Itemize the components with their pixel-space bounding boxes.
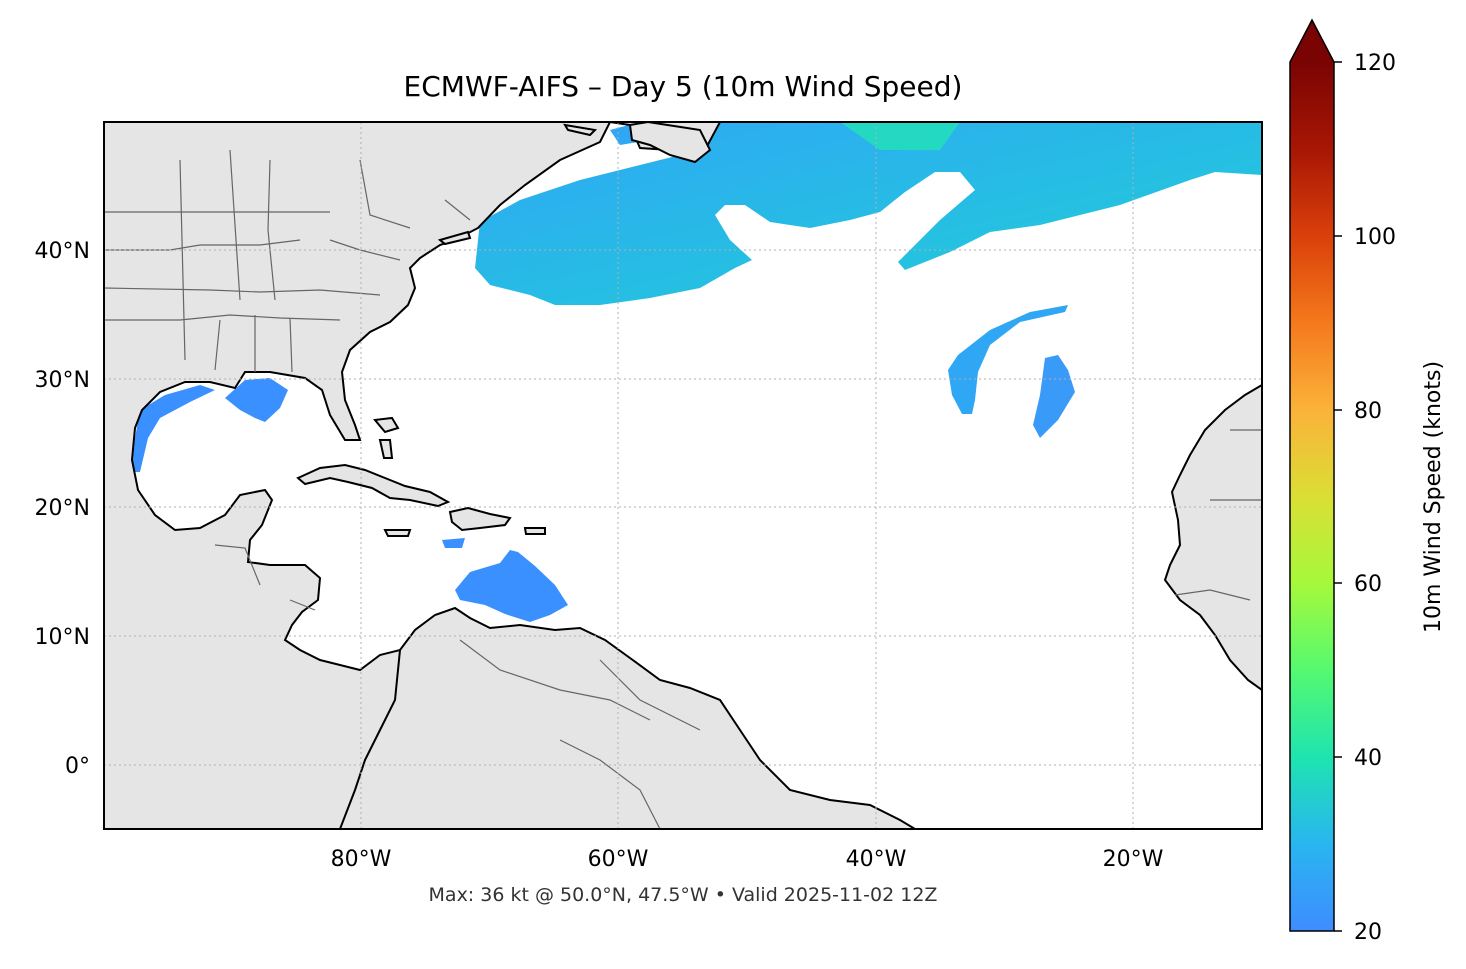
lon-tick-labels: 80°W 60°W 40°W 20°W <box>331 847 1164 872</box>
wind-shading <box>132 122 1262 622</box>
land <box>104 122 1262 829</box>
lat-label-30n: 30°N <box>35 368 90 393</box>
lat-label-10n: 10°N <box>35 625 90 650</box>
map-subtitle: Max: 36 kt @ 50.0°N, 47.5°W • Valid 2025… <box>428 884 938 906</box>
colorbar-label: 10m Wind Speed (knots) <box>1421 361 1446 633</box>
colorbar-extend-arrow <box>1290 20 1334 62</box>
colorbar-gradient <box>1290 62 1334 931</box>
colorbar-tick-20: 20 <box>1354 920 1382 945</box>
lon-label-40w: 40°W <box>846 847 907 872</box>
colorbar-tick-60: 60 <box>1354 572 1382 597</box>
lon-label-60w: 60°W <box>588 847 649 872</box>
lat-label-0: 0° <box>65 754 90 779</box>
colorbar: 20 40 60 80 100 120 10m Wind Speed (knot… <box>1289 18 1446 945</box>
colorbar-outline <box>1289 18 1335 932</box>
map-title: ECMWF-AIFS – Day 5 (10m Wind Speed) <box>403 70 963 103</box>
lon-label-20w: 20°W <box>1103 847 1164 872</box>
colorbar-tick-120: 120 <box>1354 51 1396 76</box>
borders <box>104 149 1262 829</box>
map-area <box>104 122 1262 829</box>
lat-label-40n: 40°N <box>35 239 90 264</box>
lon-label-80w: 80°W <box>331 847 392 872</box>
colorbar-tick-40: 40 <box>1354 746 1382 771</box>
colorbar-tick-100: 100 <box>1354 225 1396 250</box>
map-frame <box>103 121 1263 830</box>
lat-label-20n: 20°N <box>35 496 90 521</box>
lat-tick-labels: 40°N 30°N 20°N 10°N 0° <box>35 239 90 779</box>
gridlines <box>104 122 1262 829</box>
colorbar-tick-80: 80 <box>1354 399 1382 424</box>
